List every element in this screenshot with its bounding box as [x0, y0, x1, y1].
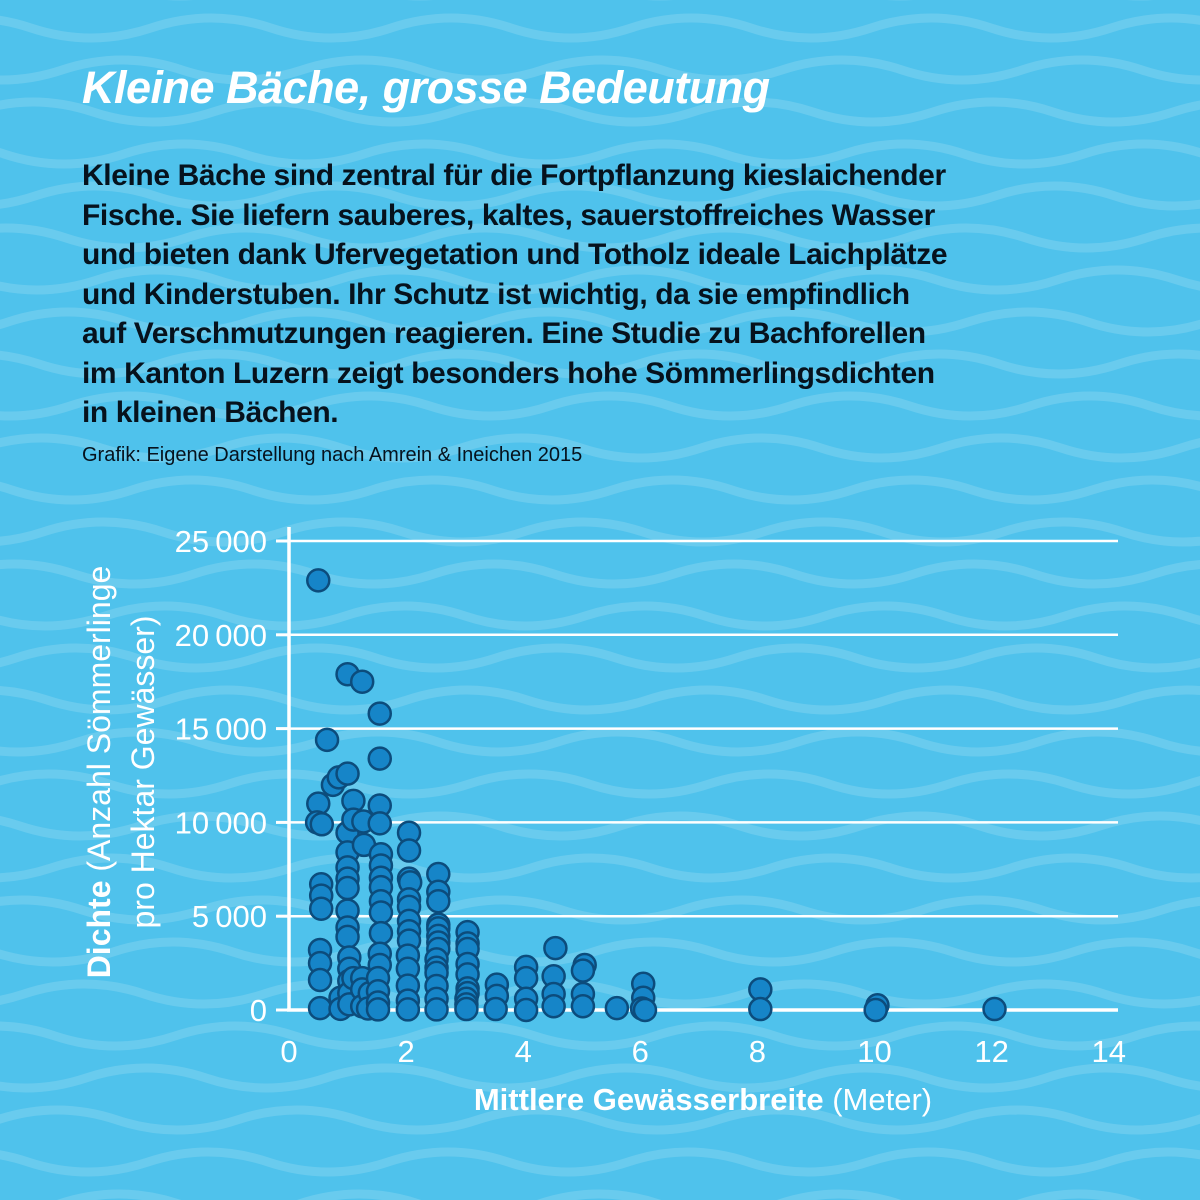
wave-line: [0, 265, 1200, 295]
data-point: [306, 568, 331, 593]
y-tick-label: 5 000: [192, 899, 267, 934]
wave-line: [0, 55, 1200, 85]
x-tick-label: 6: [632, 1034, 649, 1069]
data-point: [368, 920, 394, 946]
intro-paragraph: Kleine Bäche sind zentral für die Fortpf…: [82, 156, 948, 433]
x-axis-title: Mittlere Gewässerbreite (Meter): [474, 1082, 932, 1117]
data-point: [863, 997, 888, 1023]
x-tick-label: 2: [397, 1034, 414, 1069]
wave-line: [0, 727, 1200, 757]
data-point: [513, 997, 539, 1023]
data-point: [307, 967, 333, 993]
data-point: [543, 935, 568, 961]
wave-line: [0, 13, 1200, 43]
wave-line: [0, 433, 1200, 463]
data-point: [424, 997, 449, 1022]
data-point: [570, 958, 596, 983]
data-point: [368, 900, 394, 925]
wave-line: [0, 895, 1200, 925]
data-point: [483, 996, 508, 1022]
intro-line: und bieten dank Ufervegetation und Totho…: [82, 238, 948, 271]
wave-line: [0, 181, 1200, 211]
x-tick-label: 0: [280, 1034, 297, 1069]
wave-line: [0, 769, 1200, 799]
data-point: [748, 996, 773, 1022]
wave-line: [0, 391, 1200, 421]
y-tick-label: 10 000: [175, 805, 267, 840]
wave-line: [0, 937, 1200, 967]
data-point: [307, 995, 333, 1021]
data-point: [541, 993, 566, 1019]
y-tick-label: 25 000: [175, 524, 267, 559]
wave-line: [0, 979, 1200, 1009]
data-point: [604, 995, 630, 1021]
data-point: [335, 761, 360, 786]
wave-line: [0, 223, 1200, 253]
intro-line: auf Verschmutzungen reagieren. Eine Stud…: [82, 317, 926, 350]
intro-line: Fische. Sie liefern sauberes, kaltes, sa…: [82, 198, 935, 232]
y-tick-label: 20 000: [175, 618, 267, 653]
data-point: [314, 727, 340, 753]
y-axis-title-line1: Dichte (Anzahl Sömmerlinge: [81, 566, 117, 979]
intro-line: Kleine Bäche sind zentral für die Fortpf…: [82, 159, 946, 192]
wave-line: [0, 853, 1200, 883]
data-point: [335, 875, 360, 901]
wave-line: [0, 685, 1200, 715]
wave-line: [0, 559, 1200, 589]
y-tick-label: 0: [250, 993, 267, 1028]
wave-line: [0, 1147, 1200, 1177]
wave-line: [0, 475, 1200, 505]
wave-line: [0, 307, 1200, 337]
data-point: [395, 997, 421, 1022]
intro-line: in kleinen Bächen.: [82, 396, 339, 429]
data-point: [349, 669, 375, 694]
credit-line: Grafik: Eigene Darstellung nach Amrein &…: [82, 444, 583, 466]
data-point: [309, 812, 335, 837]
data-point: [396, 838, 422, 863]
wave-line: [0, 643, 1200, 673]
intro-line: im Kanton Luzern zeigt besonders hohe Sö…: [82, 356, 935, 390]
wave-line: [0, 1105, 1200, 1135]
wave-line: [0, 97, 1200, 127]
data-point: [308, 896, 334, 921]
data-point: [367, 811, 393, 836]
data-point: [513, 965, 539, 991]
x-tick-label: 14: [1091, 1034, 1125, 1069]
wave-line: [0, 139, 1200, 169]
data-point: [367, 746, 393, 771]
data-point: [632, 997, 658, 1023]
intro-line: und Kinderstuben. Ihr Schutz ist wichtig…: [82, 277, 910, 311]
y-tick-label: 15 000: [175, 712, 267, 747]
data-point: [365, 997, 391, 1022]
x-tick-label: 12: [974, 1034, 1008, 1069]
wave-line: [0, 517, 1200, 547]
wave-line: [0, 1063, 1200, 1093]
wave-line: [0, 811, 1200, 841]
wave-line: [0, 601, 1200, 631]
data-point: [367, 701, 393, 726]
data-point: [335, 924, 360, 950]
data-point: [426, 888, 451, 914]
data-point: [570, 993, 596, 1019]
data-point: [454, 996, 479, 1022]
x-tick-label: 8: [749, 1034, 766, 1069]
wave-line: [0, 349, 1200, 379]
x-tick-label: 10: [857, 1034, 891, 1069]
page-title: Kleine Bäche, grosse Bedeutung: [82, 62, 770, 113]
y-axis-title-line2: pro Hektar Gewässer): [125, 616, 161, 929]
x-tick-label: 4: [515, 1034, 532, 1069]
wave-line: [0, 1021, 1200, 1051]
data-point: [982, 996, 1007, 1022]
